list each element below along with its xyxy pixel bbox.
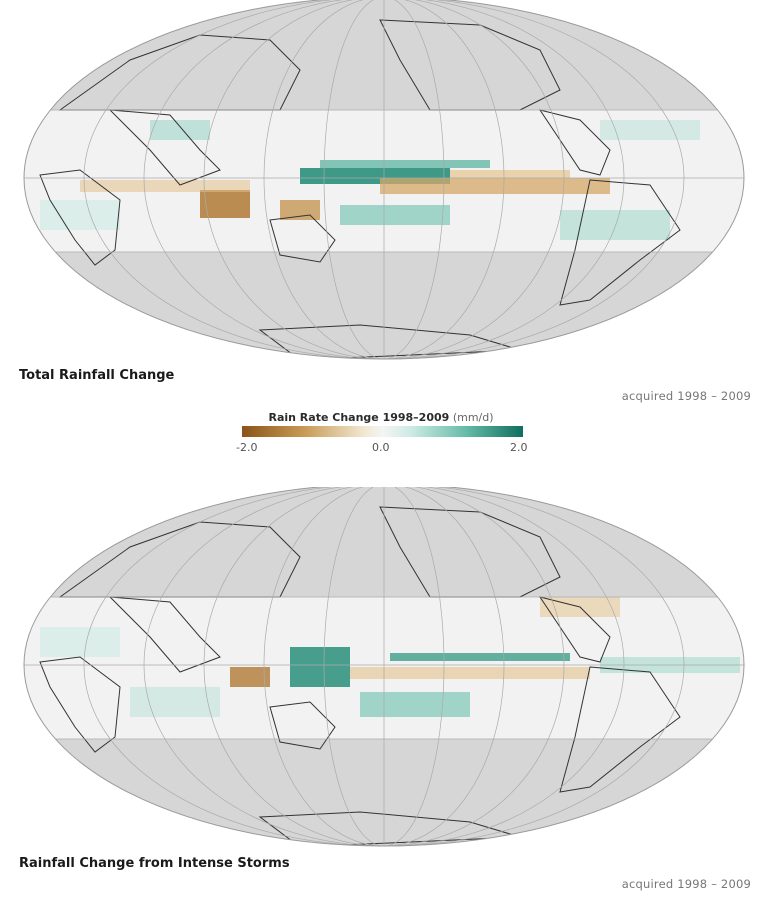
total-rainfall-map — [0, 0, 768, 365]
graticule — [24, 487, 744, 846]
panel-title-intense: Rainfall Change from Intense Storms — [19, 856, 290, 871]
acquired-date-2: acquired 1998 – 2009 — [621, 877, 751, 891]
legend-mid-label: 0.0 — [372, 441, 390, 454]
intense-storms-map — [0, 487, 768, 852]
legend-title: Rain Rate Change 1998–2009 (mm/d) — [236, 411, 526, 424]
panel-title-total: Total Rainfall Change — [19, 368, 175, 383]
legend-title-text: Rain Rate Change 1998–2009 — [268, 411, 450, 424]
legend-min-label: -2.0 — [236, 441, 258, 454]
land-masses — [39, 506, 681, 846]
acquired-date-1: acquired 1998 – 2009 — [621, 389, 751, 403]
map-svg — [23, 487, 745, 847]
legend-color-bar — [242, 426, 523, 437]
color-legend: Rain Rate Change 1998–2009 (mm/d) -2.0 0… — [236, 411, 528, 459]
map-border — [23, 487, 745, 847]
legend-max-label: 2.0 — [510, 441, 528, 454]
map-border — [23, 0, 745, 360]
land-masses — [39, 19, 681, 359]
graticule — [24, 0, 744, 359]
map-svg — [23, 0, 745, 360]
legend-unit: (mm/d) — [452, 411, 494, 424]
